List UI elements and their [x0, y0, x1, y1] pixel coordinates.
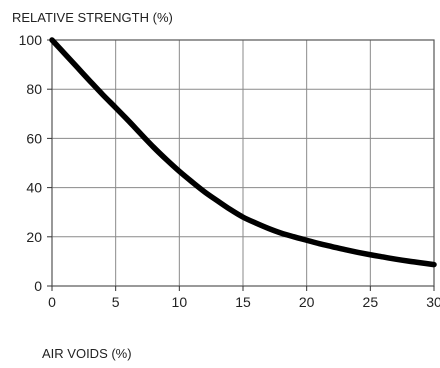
grid-layer [51, 39, 435, 287]
x-axis-title: AIR VOIDS (%) [42, 346, 132, 361]
y-tick-label: 100 [19, 32, 43, 48]
x-tick-label: 20 [299, 294, 315, 310]
x-tick-label: 15 [235, 294, 251, 310]
x-tick-label: 0 [48, 294, 56, 310]
y-tick-label: 60 [26, 130, 42, 146]
y-tick-label: 40 [26, 180, 42, 196]
y-tick-label: 0 [34, 278, 42, 294]
series-line [49, 37, 437, 268]
y-tick-label: 80 [26, 81, 42, 97]
x-tick-label: 30 [426, 294, 440, 310]
y-tick-label: 20 [26, 229, 42, 245]
y-axis-title: RELATIVE STRENGTH (%) [12, 10, 173, 25]
tick-label-layer: 0 5 10 15 20 25 30 0 20 40 60 80 100 [19, 32, 440, 310]
x-tick-label: 10 [172, 294, 188, 310]
series-layer [49, 37, 437, 268]
x-tick-label: 5 [112, 294, 120, 310]
x-tick-label: 25 [363, 294, 379, 310]
